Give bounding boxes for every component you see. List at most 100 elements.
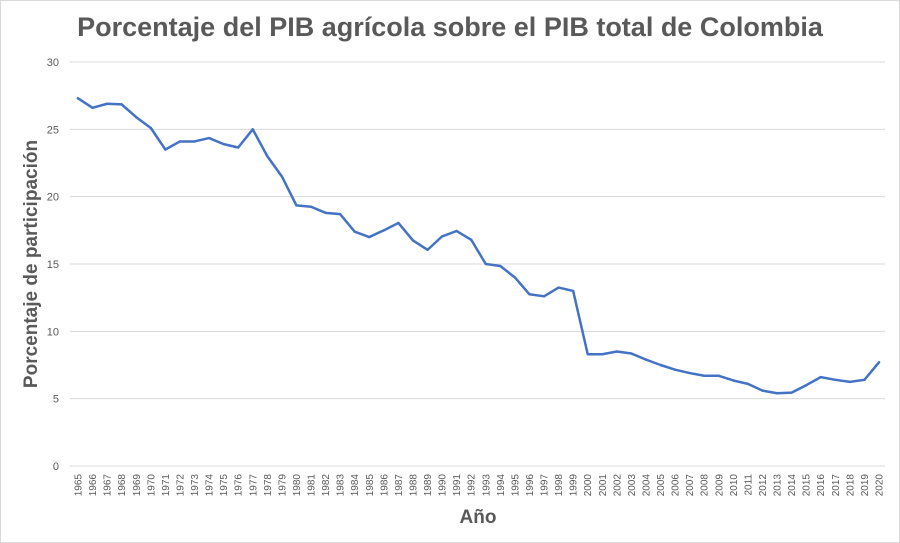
x-tick-label: 2001 — [598, 474, 609, 497]
data-point — [804, 384, 808, 387]
x-tick-label: 1998 — [554, 474, 565, 497]
x-tick-label: 2007 — [685, 474, 696, 497]
chart-title: Porcentaje del PIB agrícola sobre el PIB… — [77, 12, 823, 42]
data-point — [761, 389, 764, 392]
y-tick-label: 30 — [47, 57, 59, 69]
y-axis-title: Porcentaje de participación — [21, 140, 42, 388]
x-tick-label: 1988 — [408, 474, 419, 497]
data-point — [688, 371, 691, 375]
data-point — [848, 380, 852, 384]
x-tick-label: 2003 — [627, 474, 638, 497]
data-point — [673, 368, 677, 371]
x-tick-label: 1967 — [103, 474, 114, 497]
data-point — [834, 378, 837, 382]
data-point — [717, 374, 720, 377]
data-point — [703, 374, 706, 377]
data-point — [91, 106, 94, 109]
x-tick-label: 2004 — [641, 474, 652, 497]
x-tick-label: 1969 — [132, 474, 143, 497]
x-tick-label: 2008 — [700, 474, 711, 497]
gridlines — [70, 61, 885, 467]
data-point — [863, 378, 866, 382]
x-tick-label: 1983 — [336, 474, 347, 497]
x-tick-label: 1971 — [161, 474, 172, 497]
data-point — [338, 212, 342, 216]
y-tick-label: 25 — [47, 124, 59, 136]
x-tick-label: 2010 — [729, 474, 740, 497]
data-point — [615, 350, 619, 353]
x-tick-label: 2019 — [860, 474, 871, 497]
y-tick-label: 20 — [47, 192, 59, 204]
data-point — [266, 155, 269, 158]
data-point — [513, 276, 517, 279]
data-point — [324, 211, 327, 215]
x-tick-label: 2018 — [845, 474, 856, 497]
data-point — [295, 204, 298, 207]
data-point — [732, 379, 735, 382]
data-point — [76, 97, 80, 100]
x-tick-label: 1979 — [277, 474, 288, 497]
x-tick-label: 1990 — [438, 474, 449, 497]
y-tick-label: 5 — [53, 394, 59, 406]
data-point — [557, 286, 560, 289]
x-tick-label: 1992 — [467, 474, 478, 497]
x-tick-label: 2000 — [583, 474, 594, 497]
data-point — [120, 103, 123, 106]
x-axis-ticks: 1965 1966 1967 1968 1969 1970 1971 1972 1973 1974… — [74, 474, 886, 497]
data-point — [353, 230, 356, 233]
data-point — [499, 264, 502, 268]
x-tick-label: 1970 — [146, 474, 157, 497]
x-tick-label: 2005 — [656, 474, 667, 497]
data-point — [586, 353, 589, 356]
data-point — [571, 289, 575, 293]
x-tick-label: 1987 — [394, 474, 405, 497]
x-tick-label: 1980 — [292, 474, 303, 497]
data-point — [411, 239, 415, 242]
data-point — [237, 146, 240, 149]
x-tick-label: 1996 — [525, 474, 536, 497]
data-point — [382, 229, 386, 232]
data-point — [484, 262, 487, 266]
data-point — [178, 140, 182, 143]
data-point — [222, 142, 225, 146]
x-tick-label: 2016 — [816, 474, 827, 497]
x-tick-label: 1966 — [88, 474, 99, 497]
x-tick-label: 2020 — [875, 474, 886, 497]
x-tick-label: 1994 — [496, 474, 507, 497]
data-points — [76, 97, 881, 395]
y-axis-ticks: 0 5 10 15 20 25 30 — [47, 57, 59, 473]
x-tick-label: 2013 — [773, 474, 784, 497]
data-point — [368, 235, 371, 239]
x-tick-label: 2014 — [787, 474, 798, 497]
data-point — [397, 221, 400, 225]
x-tick-label: 1999 — [569, 474, 580, 497]
data-point — [105, 102, 109, 105]
x-tick-label: 1972 — [175, 474, 186, 497]
x-tick-label: 1965 — [74, 474, 85, 497]
data-point — [775, 392, 779, 395]
data-point — [149, 126, 153, 130]
x-tick-label: 1986 — [379, 474, 390, 497]
data-point — [601, 353, 604, 356]
data-point — [630, 352, 633, 355]
data-point — [251, 128, 254, 131]
data-point — [426, 248, 429, 252]
x-tick-label: 2015 — [802, 474, 813, 497]
x-tick-label: 1993 — [481, 474, 492, 497]
x-tick-label: 2009 — [714, 474, 725, 497]
x-tick-label: 1982 — [321, 474, 332, 497]
y-tick-label: 15 — [47, 259, 59, 271]
data-point — [659, 363, 662, 367]
series-line — [76, 97, 881, 395]
data-point — [207, 136, 211, 140]
data-point — [644, 358, 648, 361]
x-tick-label: 2002 — [612, 474, 623, 497]
x-tick-label: 1981 — [307, 474, 318, 497]
x-tick-label: 1978 — [263, 474, 274, 497]
x-tick-label: 2017 — [831, 474, 842, 497]
y-tick-label: 10 — [47, 326, 59, 338]
x-tick-label: 2006 — [671, 474, 682, 497]
y-tick-label: 0 — [53, 461, 59, 473]
